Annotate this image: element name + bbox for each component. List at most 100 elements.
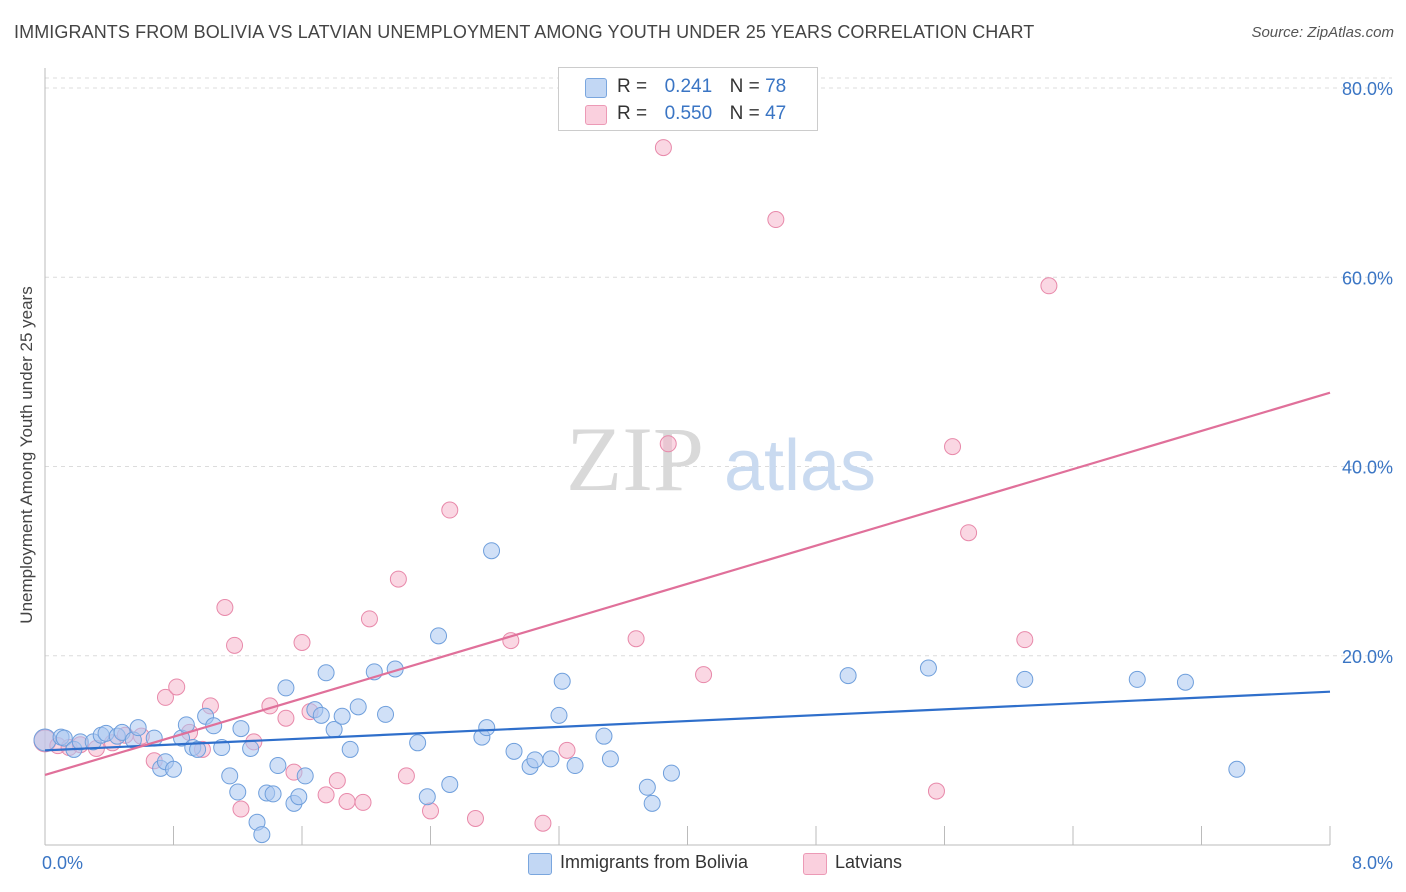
point-bolivia [277, 679, 295, 697]
point-latvians [466, 810, 484, 828]
point-bolivia [55, 729, 73, 747]
point-latvians [293, 634, 311, 652]
y-tick-label: 80.0% [1342, 79, 1393, 99]
point-bolivia [441, 775, 459, 793]
point-latvians [695, 666, 713, 684]
point-latvians [627, 630, 645, 648]
point-latvians [156, 688, 174, 706]
point-bolivia [229, 783, 247, 801]
point-bolivia [189, 740, 207, 758]
point-bolivia [643, 794, 661, 812]
point-latvians [654, 139, 672, 157]
bottom-legend-label-latvians: Latvians [835, 852, 903, 872]
point-latvians [944, 438, 962, 456]
legend-n-value-latvians: 47 [765, 103, 787, 124]
point-latvians [960, 524, 978, 542]
point-bolivia [242, 739, 260, 757]
watermark-atlas: atlas [724, 426, 876, 506]
point-latvians [354, 793, 372, 811]
chart-source: Source: ZipAtlas.com [1251, 24, 1394, 41]
legend-r-value-bolivia: 0.241 [664, 76, 713, 97]
point-bolivia [232, 720, 250, 738]
point-bolivia [418, 788, 436, 806]
legend-r-label: R = [617, 103, 648, 124]
point-bolivia [290, 788, 308, 806]
point-bolivia [1128, 670, 1146, 688]
point-bolivia [526, 751, 544, 769]
point-latvians [397, 767, 415, 785]
x-tick-label: 0.0% [42, 853, 83, 873]
legend-r-label: R = [617, 76, 648, 97]
point-bolivia [595, 727, 613, 745]
point-bolivia [269, 757, 287, 775]
point-bolivia [483, 542, 501, 560]
bottom-legend-swatch-latvians [803, 853, 827, 875]
point-bolivia [221, 767, 239, 785]
point-latvians [317, 786, 335, 804]
point-latvians [216, 598, 234, 616]
point-latvians [534, 814, 552, 832]
bottom-legend-swatch-bolivia [528, 853, 552, 875]
y-tick-label: 40.0% [1342, 458, 1393, 478]
point-bolivia [377, 705, 395, 723]
watermark: ZIP atlas [566, 408, 876, 510]
point-bolivia [312, 706, 330, 724]
point-latvians [226, 636, 244, 654]
point-bolivia [1016, 670, 1034, 688]
point-latvians [441, 501, 459, 519]
trend-line-latvians [44, 391, 1331, 777]
point-bolivia [253, 826, 271, 844]
point-bolivia [505, 742, 523, 760]
point-bolivia [919, 659, 937, 677]
point-bolivia [430, 627, 448, 645]
trend-line-bolivia [44, 690, 1331, 752]
point-latvians [328, 772, 346, 790]
point-bolivia [550, 706, 568, 724]
y-tick-label: 20.0% [1342, 647, 1393, 667]
point-bolivia [296, 767, 314, 785]
point-latvians [277, 709, 295, 727]
point-bolivia [566, 757, 584, 775]
point-bolivia [341, 740, 359, 758]
point-latvians [389, 570, 407, 588]
bottom-legend-label-bolivia: Immigrants from Bolivia [560, 852, 749, 872]
point-bolivia [349, 698, 367, 716]
legend-n-label: N = [729, 103, 760, 124]
point-latvians [558, 741, 576, 759]
trend-lines [44, 391, 1331, 777]
point-bolivia [33, 728, 57, 752]
legend-r-value-latvians: 0.550 [664, 103, 713, 124]
legend-swatch-bolivia [585, 78, 607, 98]
point-bolivia [553, 672, 571, 690]
axes [44, 68, 1331, 846]
point-latvians [338, 792, 356, 810]
x-tick-label: 8.0% [1352, 853, 1393, 873]
point-latvians [927, 782, 945, 800]
point-latvians [767, 211, 785, 229]
point-bolivia [1176, 673, 1194, 691]
point-bolivia [1228, 760, 1246, 778]
point-bolivia [478, 719, 496, 737]
point-bolivia [264, 785, 282, 803]
point-bolivia [601, 750, 619, 768]
y-tick-label: 60.0% [1342, 268, 1393, 288]
point-bolivia [409, 734, 427, 752]
point-latvians [1040, 277, 1058, 295]
chart-title: IMMIGRANTS FROM BOLIVIA VS LATVIAN UNEMP… [14, 22, 1035, 42]
point-latvians [168, 678, 186, 696]
legend-n-value-bolivia: 78 [765, 76, 787, 97]
point-bolivia [317, 664, 335, 682]
legend-swatch-latvians [585, 105, 607, 125]
data-points [33, 139, 1246, 844]
tick-labels: 20.0% 40.0% 60.0% 80.0% 0.0% 8.0% [42, 79, 1393, 873]
point-latvians [360, 610, 378, 628]
point-latvians [1016, 631, 1034, 649]
point-latvians [422, 802, 439, 820]
point-bolivia [638, 778, 656, 796]
legend-n-label: N = [729, 76, 760, 97]
point-bolivia [165, 760, 182, 778]
point-bolivia [839, 667, 857, 685]
point-bolivia [542, 750, 560, 768]
correlation-legend: R = 0.241 N = 78 R = 0.550 N = 47 [558, 67, 818, 131]
